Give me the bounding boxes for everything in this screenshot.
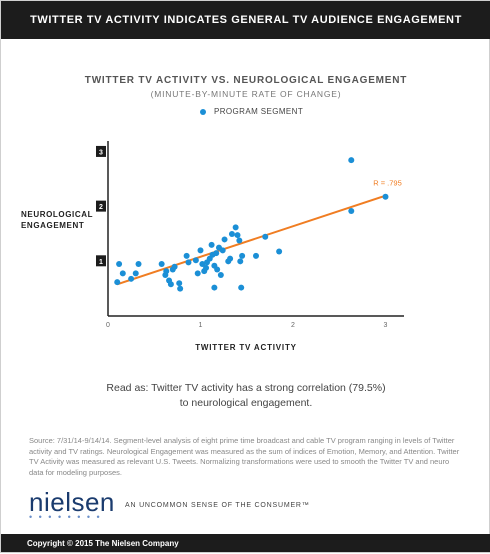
tagline: AN UNCOMMON SENSE OF THE CONSUMER™ (125, 502, 310, 509)
data-point (197, 247, 204, 254)
data-point (135, 261, 142, 268)
data-point (382, 193, 389, 200)
x-tick-label: 2 (291, 322, 295, 329)
x-axis-label: TWITTER TV ACTIVITY (195, 343, 297, 352)
chart-subtitle: (MINUTE-BY-MINUTE RATE OF CHANGE) (150, 89, 342, 99)
data-point (237, 258, 244, 265)
data-point (183, 252, 190, 259)
data-point (213, 250, 220, 257)
y-axis-label-line1: NEUROLOGICAL (21, 210, 94, 219)
y-tick-box (96, 200, 106, 212)
source-note: Source: 7/31/14-9/14/14. Segment-level a… (29, 436, 460, 477)
data-point (199, 261, 206, 268)
data-point (211, 284, 218, 291)
y-axis-label: NEUROLOGICAL ENGAGEMENT (21, 209, 93, 231)
data-point (227, 255, 234, 262)
copyright: Copyright © 2015 The Nielsen Company (1, 534, 490, 552)
y-tick-box (96, 145, 106, 157)
correlation-label: R = .795 (373, 179, 402, 188)
y-axis-label-line2: ENGAGEMENT (21, 221, 85, 230)
banner-title: TWITTER TV ACTIVITY INDICATES GENERAL TV… (1, 1, 490, 39)
data-point (128, 275, 135, 282)
nielsen-logo: nielsen • • • • • • • • (29, 487, 115, 522)
read-as-line2: to neurological engagement. (179, 397, 313, 409)
data-point (119, 270, 126, 277)
data-point (114, 279, 121, 286)
data-point (203, 264, 210, 271)
data-point (116, 261, 123, 268)
data-point (167, 281, 174, 288)
data-point (176, 280, 183, 287)
data-point (348, 157, 355, 164)
data-point (194, 270, 201, 277)
y-tick-label: 3 (99, 149, 103, 156)
data-point (217, 271, 224, 278)
data-point (185, 259, 192, 266)
read-as-note: Read as: Twitter TV activity has a stron… (1, 381, 490, 411)
data-point (177, 285, 184, 292)
data-point (228, 230, 235, 237)
chart-legend: PROGRAM SEGMENT (200, 107, 303, 116)
data-point (232, 224, 239, 231)
y-tick-label: 1 (99, 259, 103, 266)
data-point (276, 248, 283, 255)
data-point (192, 257, 199, 264)
read-as-line1: Read as: Twitter TV activity has a stron… (106, 382, 386, 394)
data-point (214, 266, 221, 273)
legend-marker (200, 108, 206, 115)
data-point (163, 268, 170, 275)
data-point (238, 284, 245, 291)
y-tick-label: 2 (99, 204, 103, 211)
x-tick-label: 0 (106, 322, 110, 329)
x-tick-label: 1 (199, 322, 203, 329)
x-tick-label: 3 (384, 322, 388, 329)
chart-title: TWITTER TV ACTIVITY VS. NEUROLOGICAL ENG… (84, 75, 408, 86)
y-tick-box (96, 255, 106, 267)
data-point (236, 237, 243, 244)
data-point (262, 233, 269, 240)
trend-line (116, 194, 386, 286)
data-point (132, 270, 139, 277)
logo-dots: • • • • • • • • (29, 512, 102, 522)
data-point (239, 252, 246, 259)
data-point (208, 241, 215, 248)
data-point (253, 252, 259, 259)
data-point (234, 232, 241, 239)
data-point (221, 236, 228, 243)
data-point (219, 247, 226, 254)
logo-wordmark: nielsen (29, 487, 115, 517)
legend-label: PROGRAM SEGMENT (214, 107, 304, 116)
data-point (171, 263, 178, 270)
data-point (158, 261, 165, 268)
data-point (348, 208, 355, 214)
